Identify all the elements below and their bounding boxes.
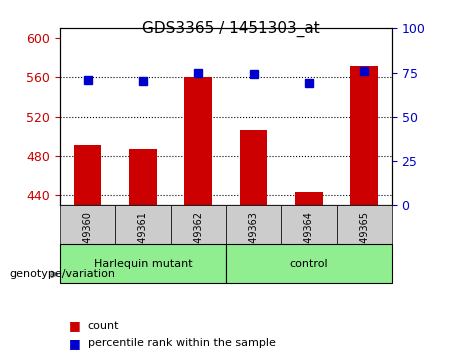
Text: count: count (88, 321, 119, 331)
Bar (295, 192, 323, 205)
Text: genotype/variation: genotype/variation (9, 269, 115, 279)
FancyBboxPatch shape (60, 244, 226, 283)
FancyBboxPatch shape (60, 205, 115, 244)
Text: control: control (290, 259, 328, 269)
FancyBboxPatch shape (226, 244, 392, 283)
FancyBboxPatch shape (171, 205, 226, 244)
Text: GDS3365 / 1451303_at: GDS3365 / 1451303_at (142, 21, 319, 38)
Bar (350, 66, 378, 205)
FancyBboxPatch shape (337, 205, 392, 244)
Text: GSM149360: GSM149360 (83, 211, 93, 270)
Bar (184, 78, 212, 205)
FancyBboxPatch shape (281, 205, 337, 244)
Text: GSM149365: GSM149365 (359, 211, 369, 270)
Bar (240, 130, 267, 205)
Text: GSM149364: GSM149364 (304, 211, 314, 270)
Text: ■: ■ (69, 337, 81, 350)
Text: GSM149362: GSM149362 (193, 211, 203, 270)
FancyBboxPatch shape (115, 205, 171, 244)
Text: GSM149363: GSM149363 (248, 211, 259, 270)
Bar (74, 145, 101, 205)
FancyBboxPatch shape (226, 205, 281, 244)
Bar (129, 149, 157, 205)
Text: percentile rank within the sample: percentile rank within the sample (88, 338, 276, 348)
Text: GSM149361: GSM149361 (138, 211, 148, 270)
Text: ■: ■ (69, 319, 81, 332)
Text: Harlequin mutant: Harlequin mutant (94, 259, 192, 269)
